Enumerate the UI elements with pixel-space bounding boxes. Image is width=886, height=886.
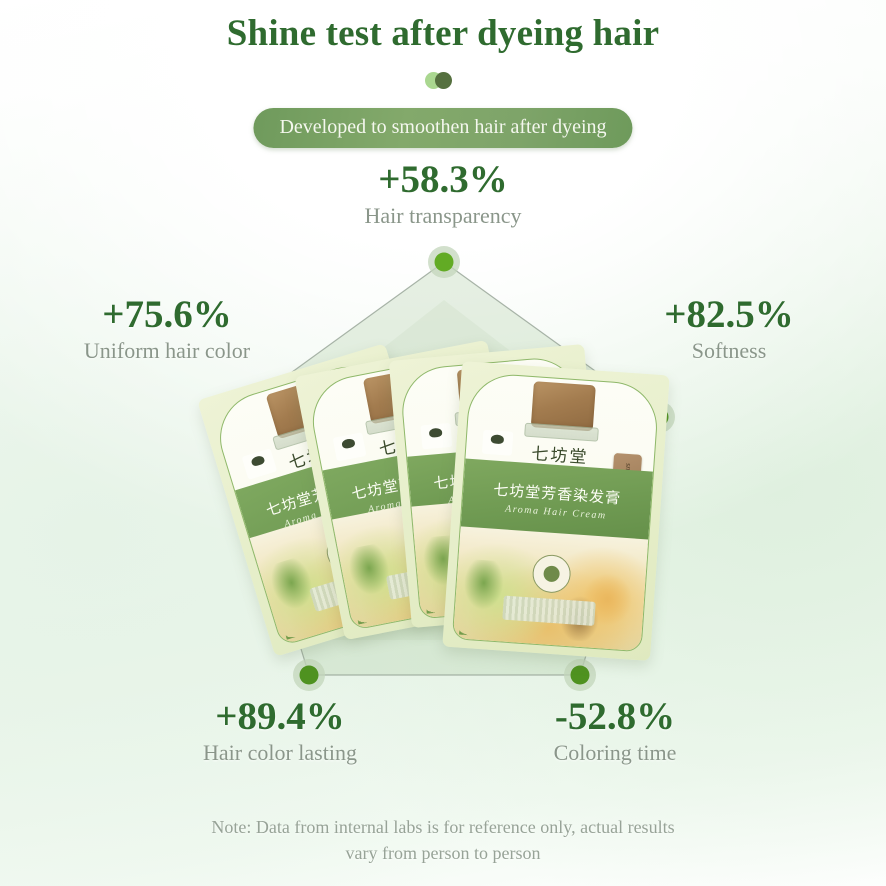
- stat-uniform-hair-color: +75.6% Uniform hair color: [22, 293, 312, 364]
- footer-note-line-1: Note: Data from internal labs is for ref…: [211, 816, 675, 837]
- node-bottom-left: [299, 665, 319, 685]
- stat-value: +82.5%: [664, 293, 794, 336]
- stat-label: Hair color lasting: [203, 739, 357, 765]
- packet-artwork: 七坊堂 Ferrous 七坊堂芳香染发膏 Aroma Hair Cream: [451, 371, 661, 653]
- footer-note-line-2: vary from person to person: [345, 842, 541, 863]
- stat-value: +58.3%: [378, 158, 508, 201]
- stat-label: Softness: [691, 337, 767, 363]
- brand-logo-icon: [420, 422, 453, 450]
- stat-value: +75.6%: [102, 293, 232, 336]
- brand-logo-icon: [481, 429, 514, 456]
- dot-dark-icon: [435, 72, 452, 89]
- stat-hair-transparency: +58.3% Hair transparency: [364, 158, 522, 229]
- stat-value: -52.8%: [554, 695, 676, 738]
- brand-logo-icon: [241, 448, 278, 480]
- page-title: Shine test after dyeing hair: [226, 13, 660, 54]
- stat-hair-color-lasting: +89.4% Hair color lasting: [150, 695, 410, 766]
- node-top: [434, 252, 454, 272]
- node-bottom-right: [570, 665, 590, 685]
- brand-logo-icon: [332, 432, 367, 462]
- stat-softness: +82.5% Softness: [594, 293, 864, 364]
- product-packet-front: 七坊堂 Ferrous 七坊堂芳香染发膏 Aroma Hair Cream: [442, 361, 670, 661]
- stat-label: Hair transparency: [364, 202, 522, 228]
- stat-label: Uniform hair color: [83, 337, 251, 363]
- stat-coloring-time: -52.8% Coloring time: [490, 695, 740, 766]
- subtitle-badge: Developed to smoothen hair after dyeing: [253, 108, 633, 148]
- footer-note: Note: Data from internal labs is for ref…: [0, 814, 886, 866]
- decorative-dots: [0, 70, 886, 92]
- stat-label: Coloring time: [553, 739, 677, 765]
- stat-value: +89.4%: [215, 695, 345, 738]
